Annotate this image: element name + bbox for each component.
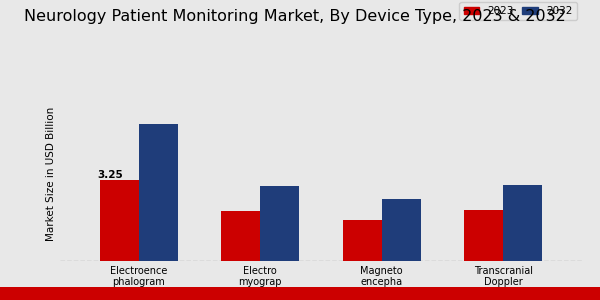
Bar — [100, 180, 139, 261]
Bar — [503, 185, 542, 261]
Bar — [464, 210, 503, 261]
Bar — [139, 124, 178, 261]
Legend: 2023, 2032: 2023, 2032 — [460, 2, 577, 20]
Text: 3.25: 3.25 — [98, 170, 124, 180]
Bar — [221, 211, 260, 261]
Bar — [260, 186, 299, 261]
Y-axis label: Market Size in USD Billion: Market Size in USD Billion — [46, 107, 56, 241]
Bar — [343, 220, 382, 261]
Bar — [382, 199, 421, 261]
Text: Neurology Patient Monitoring Market, By Device Type, 2023 & 2032: Neurology Patient Monitoring Market, By … — [24, 9, 566, 24]
